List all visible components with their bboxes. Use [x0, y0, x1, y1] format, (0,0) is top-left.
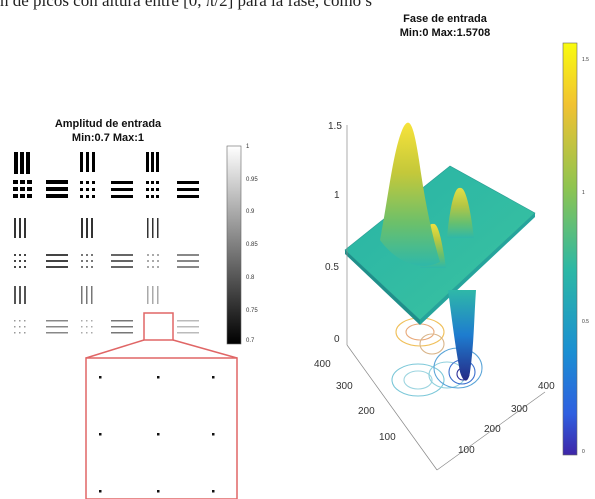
zoom-highlight	[85, 312, 238, 499]
amp-cbar-tick-1: 1	[246, 144, 250, 150]
surface-front-left	[345, 250, 420, 325]
phase-cbar-tick-1-5: 1.5	[582, 57, 589, 63]
target-row-5	[14, 286, 159, 304]
amp-cbar-tick-09: 0.9	[246, 209, 255, 215]
top-cropped-text: n de picos con altura entre [0, π/2] par…	[0, 0, 373, 10]
y-tick-400: 400	[314, 359, 331, 370]
z-tick-1: 1	[334, 190, 340, 201]
z-tick-0-5: 0.5	[325, 262, 339, 273]
phase-colorbar	[562, 42, 578, 456]
amplitude-colorbar	[226, 145, 242, 345]
zoomed-box	[85, 357, 238, 499]
x-tick-100: 100	[458, 445, 475, 456]
x-tick-200: 200	[484, 424, 501, 435]
z-tick-1-5: 1.5	[328, 121, 342, 132]
phase-peak-main	[380, 122, 440, 266]
x-tick-400: 400	[538, 381, 555, 392]
y-axis-line	[346, 344, 438, 471]
y-tick-200: 200	[358, 406, 375, 417]
zoomed-dots	[99, 376, 215, 493]
amp-cbar-tick-08: 0.8	[246, 275, 255, 281]
target-row-2	[13, 180, 199, 198]
resolution-target	[13, 152, 199, 334]
target-row-4	[14, 254, 199, 268]
amplitude-title: Amplitud de entrada	[54, 118, 162, 130]
phase-title: Fase de entrada	[403, 13, 487, 25]
phase-cbar-tick-0-5: 0.5	[582, 319, 589, 325]
y-tick-100: 100	[379, 432, 396, 443]
amplitude-subtitle: Min:0.7 Max:1	[71, 132, 145, 144]
y-tick-300: 300	[336, 381, 353, 392]
x-tick-300: 300	[511, 404, 528, 415]
target-row-3	[14, 218, 159, 238]
amp-cbar-tick-085: 0.85	[246, 242, 258, 248]
target-row-1	[14, 152, 159, 174]
surface-front-right	[420, 213, 535, 325]
phase-cbar-tick-1: 1	[582, 190, 585, 196]
amp-cbar-tick-07: 0.7	[246, 338, 255, 344]
z-tick-0: 0	[334, 334, 340, 345]
highlight-small-box	[143, 312, 174, 341]
amp-cbar-tick-095: 0.95	[246, 177, 258, 183]
amp-cbar-tick-075: 0.75	[246, 308, 258, 314]
phase-cbar-tick-0: 0	[582, 449, 585, 455]
zoom-line-right	[172, 339, 238, 359]
zoom-line-left	[85, 339, 145, 359]
target-row-6	[14, 320, 199, 334]
x-axis-line	[436, 391, 546, 471]
phase-peak-secondary-2	[447, 187, 474, 238]
phase-valley	[448, 290, 476, 381]
phase-subtitle: Min:0 Max:1.5708	[399, 27, 491, 39]
